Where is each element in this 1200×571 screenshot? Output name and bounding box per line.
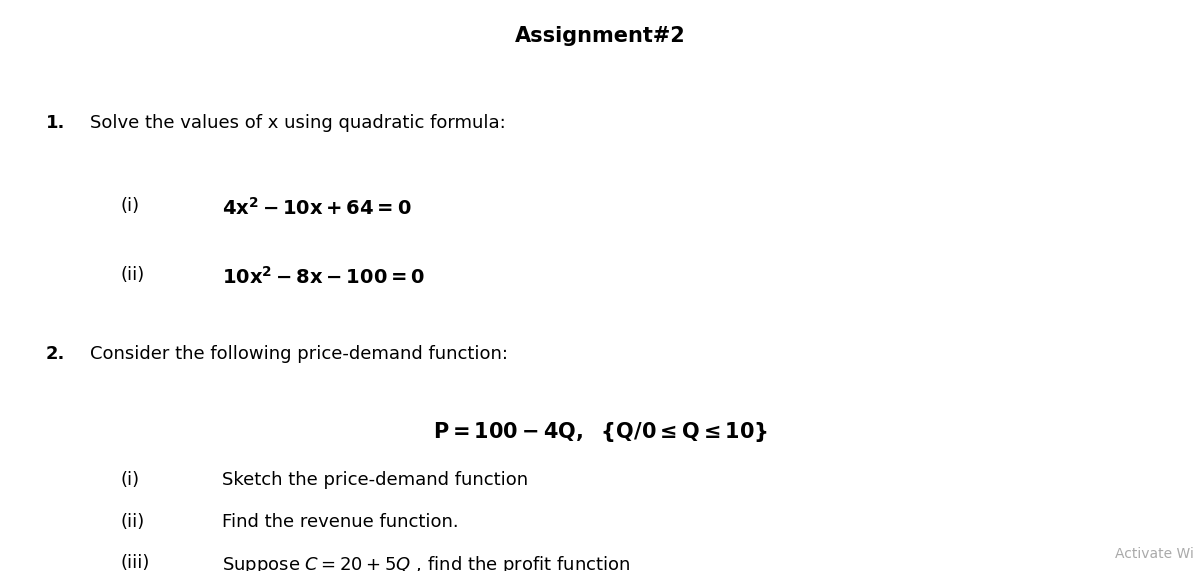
Text: (i): (i) xyxy=(120,197,139,215)
Text: (iii): (iii) xyxy=(120,554,149,571)
Text: Assignment#2: Assignment#2 xyxy=(515,26,685,46)
Text: Activate Wi: Activate Wi xyxy=(1115,546,1194,561)
Text: (ii): (ii) xyxy=(120,513,144,531)
Text: Find the revenue function.: Find the revenue function. xyxy=(222,513,458,531)
Text: $\mathbf{4x^2 - 10x + 64 = 0}$: $\mathbf{4x^2 - 10x + 64 = 0}$ xyxy=(222,197,412,219)
Text: Solve the values of x using quadratic formula:: Solve the values of x using quadratic fo… xyxy=(90,114,505,132)
Text: 2.: 2. xyxy=(46,345,65,364)
Text: (ii): (ii) xyxy=(120,266,144,284)
Text: $\mathbf{P = 100 - 4Q, \ \ \{Q/0 \leq Q \leq 10\}}$: $\mathbf{P = 100 - 4Q, \ \ \{Q/0 \leq Q … xyxy=(432,420,768,444)
Text: Consider the following price-demand function:: Consider the following price-demand func… xyxy=(90,345,508,364)
Text: Suppose $C = 20 + 5Q$ , find the profit function: Suppose $C = 20 + 5Q$ , find the profit … xyxy=(222,554,630,571)
Text: (i): (i) xyxy=(120,471,139,489)
Text: 1.: 1. xyxy=(46,114,65,132)
Text: Sketch the price-demand function: Sketch the price-demand function xyxy=(222,471,528,489)
Text: $\mathbf{10x^2 - 8x - 100 = 0}$: $\mathbf{10x^2 - 8x - 100 = 0}$ xyxy=(222,266,425,287)
